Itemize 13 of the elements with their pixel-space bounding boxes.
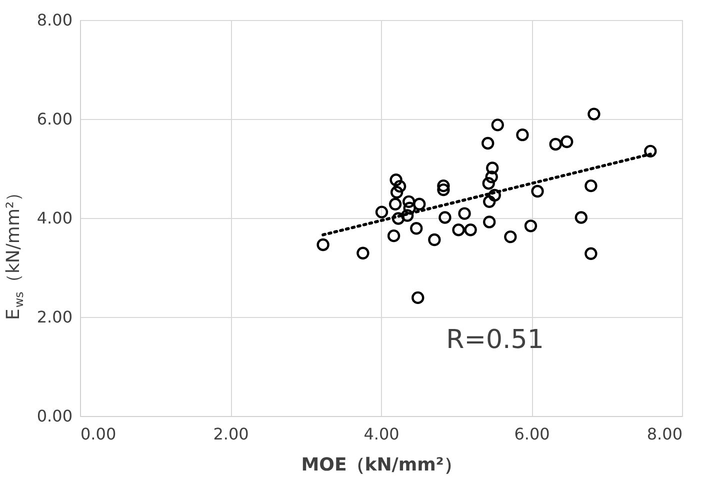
annotation: R=0.51 xyxy=(446,325,544,355)
y-tick-label: 2.00 xyxy=(36,308,72,326)
x-tick-label: 4.00 xyxy=(364,424,400,444)
y-tick-label: 6.00 xyxy=(36,110,72,128)
x-axis-title: MOE（kN/mm²） xyxy=(301,454,462,476)
x-tick-label: 0.00 xyxy=(80,424,116,444)
y-tick-label: 0.00 xyxy=(36,406,72,426)
x-tick-label: 2.00 xyxy=(213,424,249,444)
y-tick-label: 8.00 xyxy=(36,10,72,30)
x-tick-label: 8.00 xyxy=(646,424,682,444)
x-tick-label: 6.00 xyxy=(514,424,550,444)
y-axis-title: Ews（kN/mm²） xyxy=(3,183,26,320)
y-tick-label: 4.00 xyxy=(36,208,72,228)
